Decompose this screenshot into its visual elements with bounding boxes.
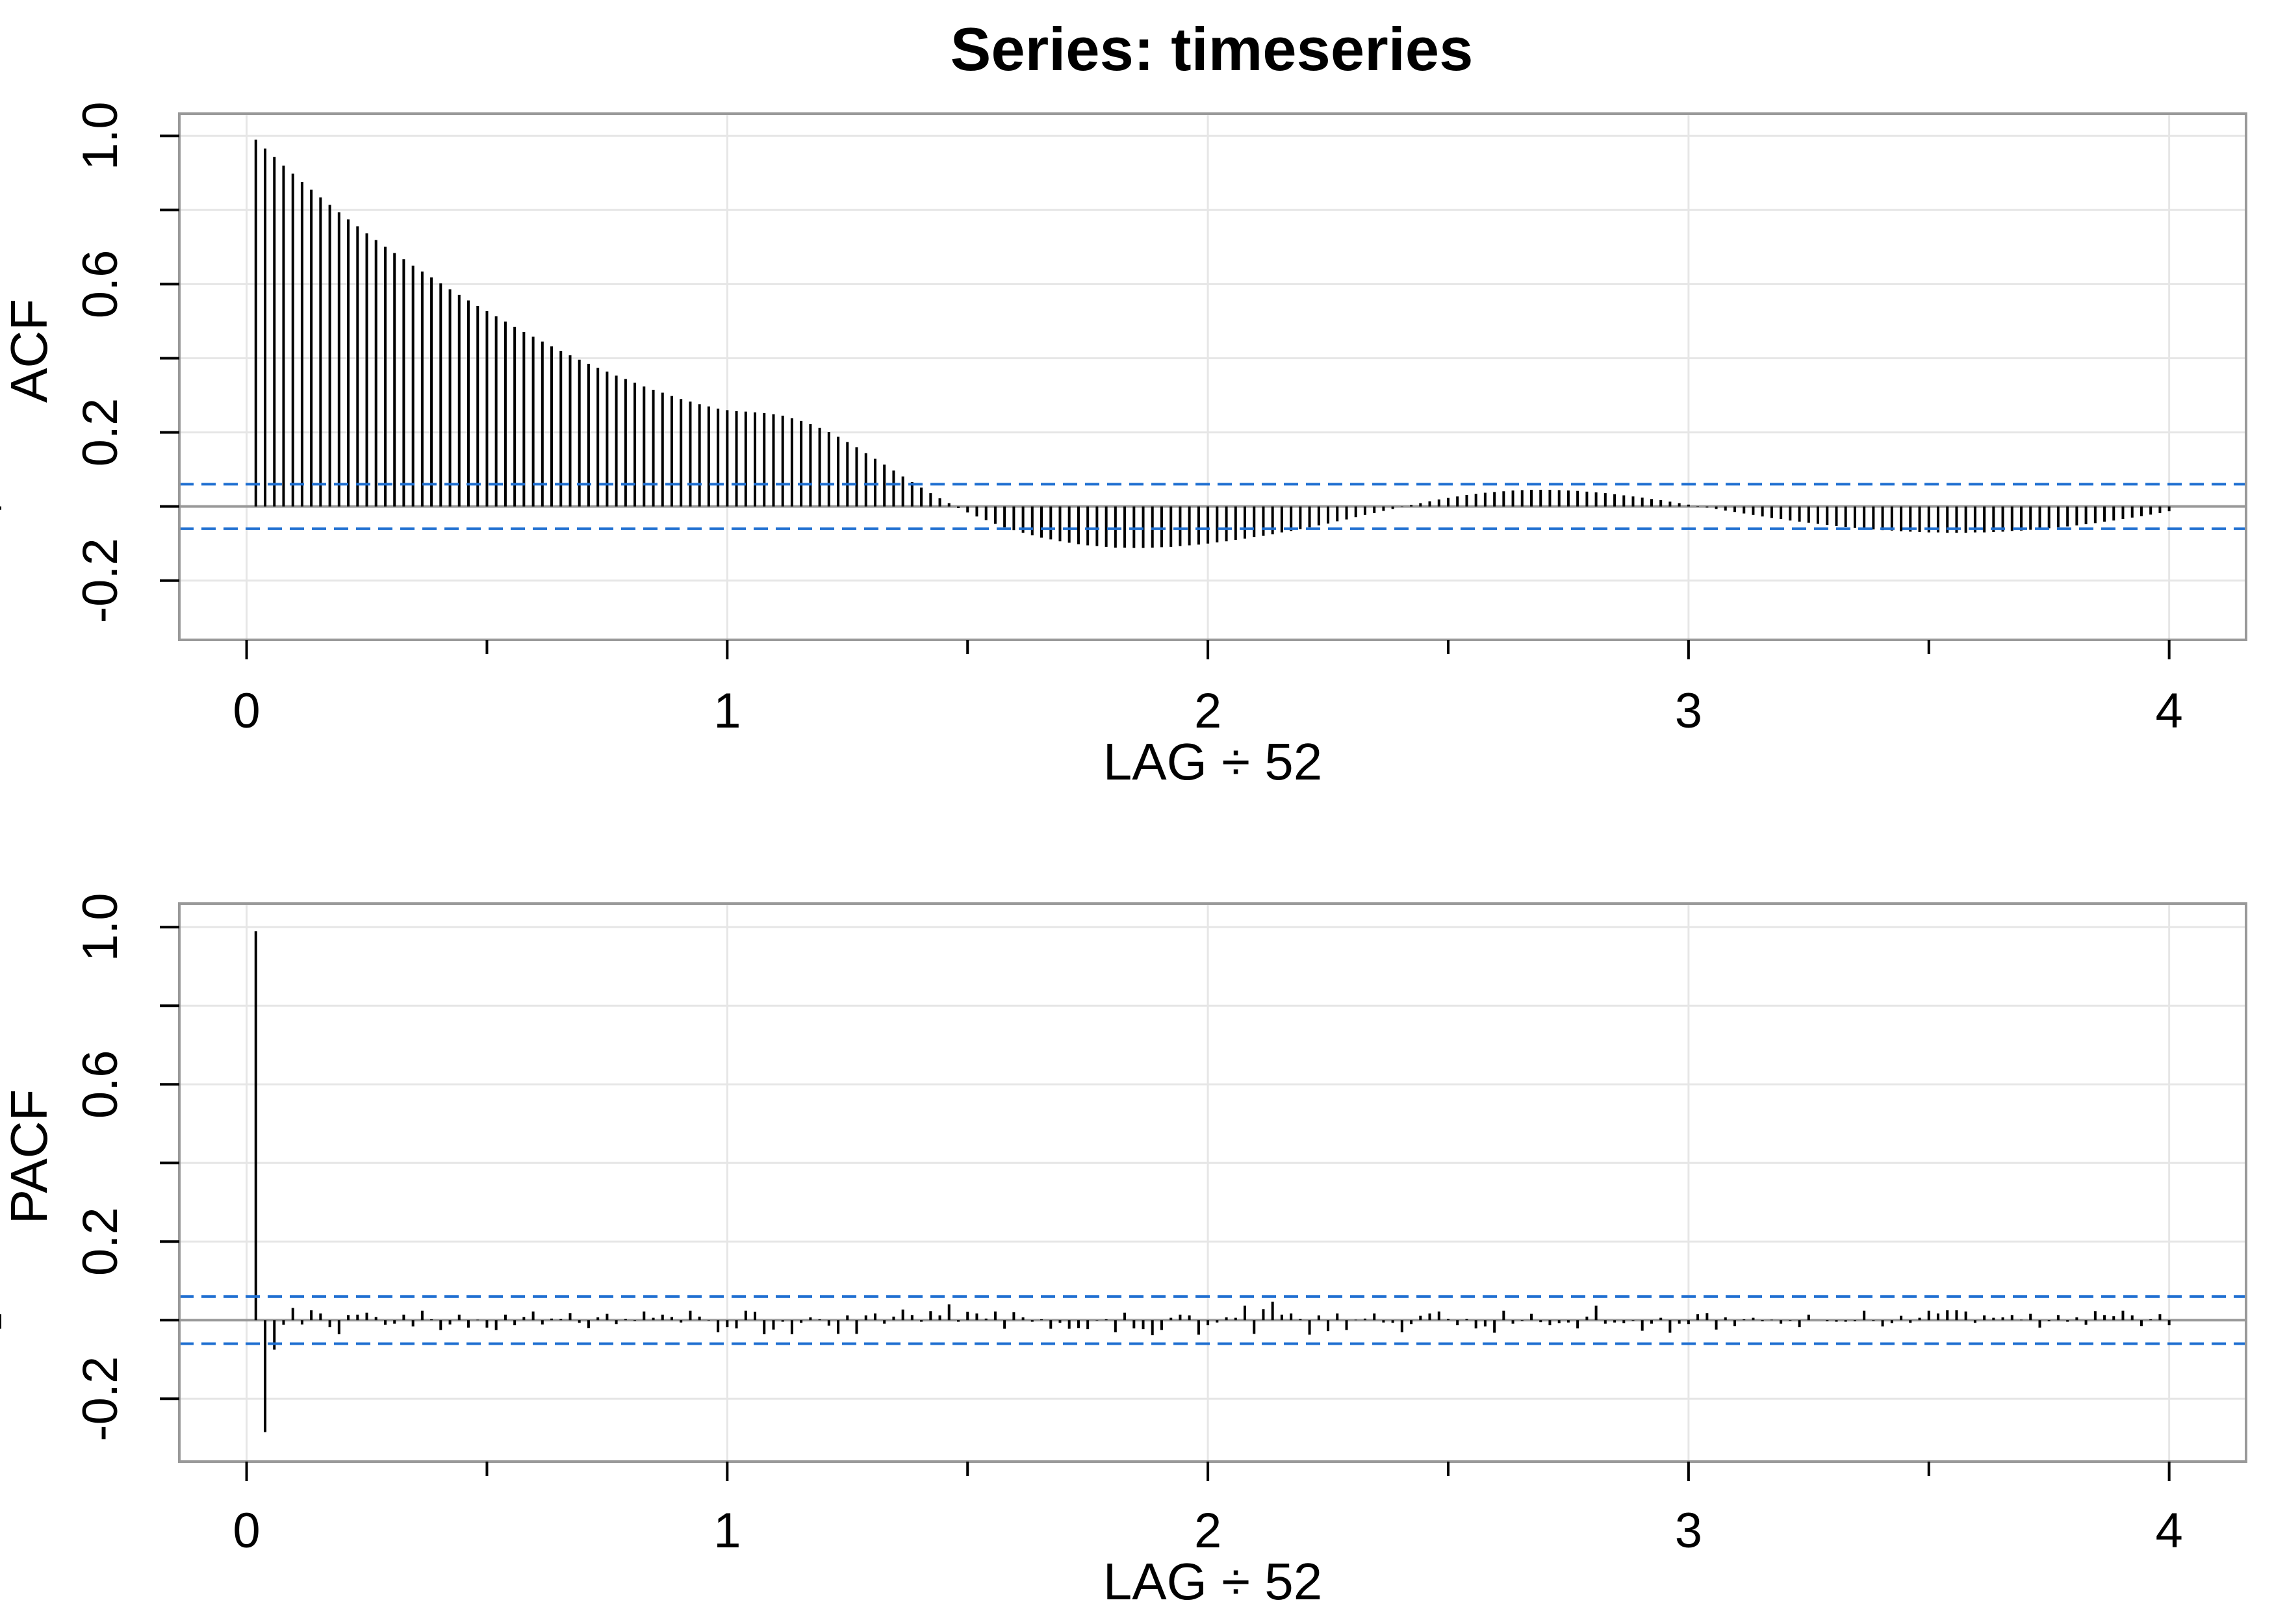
pacf-plot-frame	[178, 902, 2247, 1463]
acf-y-tick-label: 0.2	[73, 398, 128, 467]
pacf-y-tick-label: 1.0	[73, 893, 128, 961]
pacf-x-axis-label: LAG ÷ 52	[1103, 1553, 1322, 1610]
acf-y-tick-label: 0.6	[73, 250, 128, 319]
pacf-x-tick-label: 1	[713, 1503, 741, 1558]
pacf-panel: 0 1 2 3 4 -0.2 0.2 0.6 1.0 LAG ÷ 52 PACF	[0, 893, 2247, 1610]
acf-x-tick-label: 2	[1194, 683, 1221, 739]
acf-x-tick-label: 0	[233, 683, 260, 739]
acf-x-tick-label: 4	[2155, 683, 2182, 739]
pacf-x-tick-label: 4	[2155, 1503, 2182, 1558]
pacf-x-tick-label: 3	[1675, 1503, 1702, 1558]
pacf-y-tick-label: -0.2	[73, 1356, 128, 1441]
acf-y-tick-label: 1.0	[73, 101, 128, 170]
figure-title: Series: timeseries	[951, 15, 1474, 83]
pacf-y-tick-label: 0.2	[73, 1207, 128, 1276]
acf-panel: 0 1 2 3 4 -0.2 0.2 0.6 1.0 LAG ÷ 52 ACF	[0, 101, 2247, 791]
acf-plot-frame	[178, 112, 2247, 641]
acf-x-axis-label: LAG ÷ 52	[1103, 733, 1322, 791]
pacf-x-tick-label: 0	[233, 1503, 260, 1558]
pacf-x-tick-label: 2	[1194, 1503, 1221, 1558]
acf-y-tick-label: -0.2	[73, 538, 128, 623]
acf-x-tick-label: 1	[713, 683, 741, 739]
acf-x-tick-label: 3	[1675, 683, 1702, 739]
acf-y-axis-label: ACF	[0, 299, 58, 403]
pacf-y-tick-label: 0.6	[73, 1050, 128, 1119]
pacf-y-axis-label: PACF	[0, 1089, 58, 1224]
